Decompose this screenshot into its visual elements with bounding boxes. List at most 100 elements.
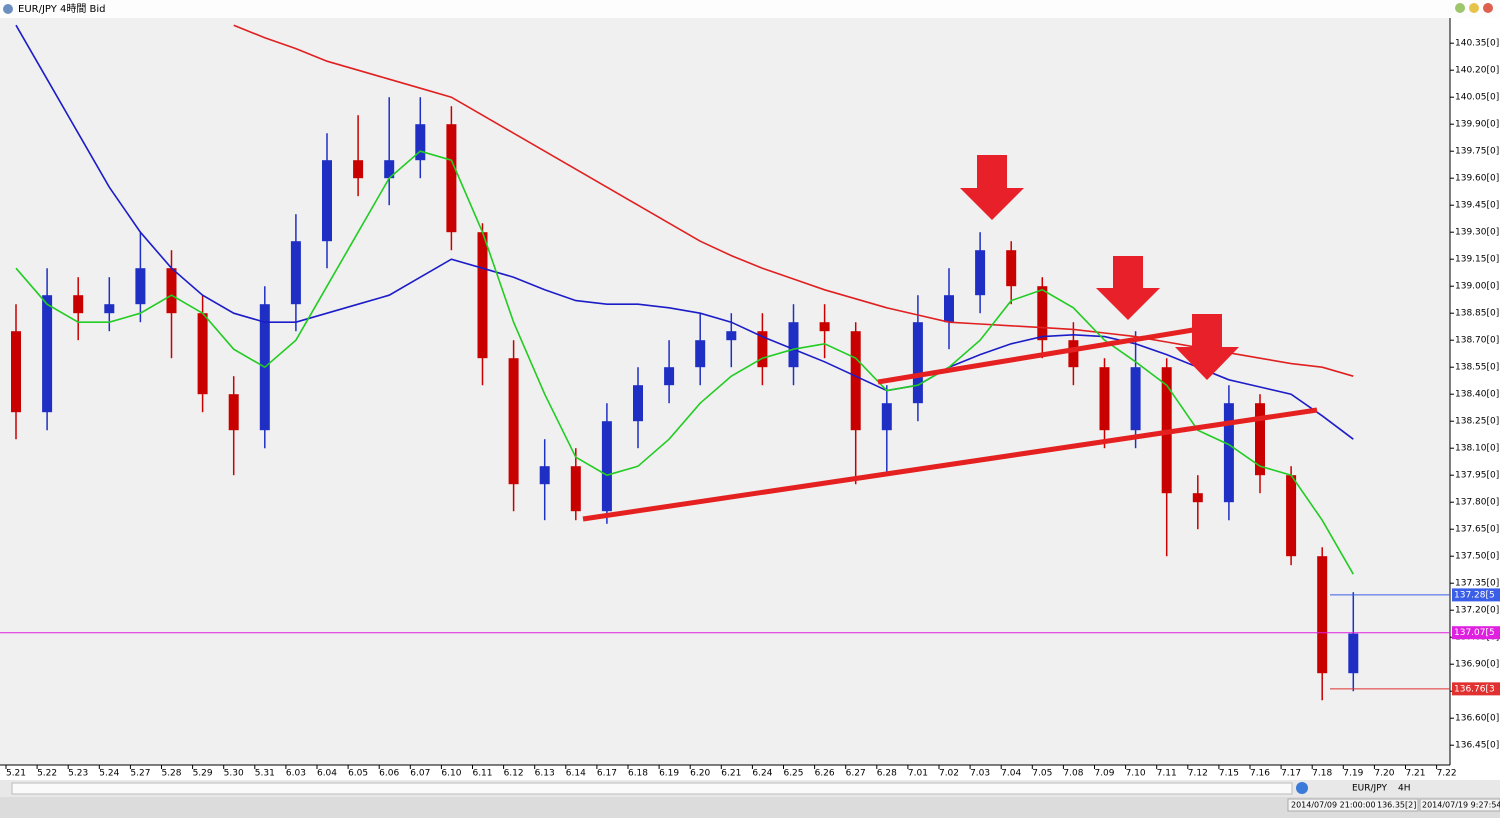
x-tick-label: 6.06 bbox=[379, 769, 399, 779]
candle-body bbox=[539, 466, 550, 485]
x-tick-label: 7.12 bbox=[1188, 769, 1208, 779]
candle-body bbox=[1223, 403, 1234, 503]
y-tick-label: 139.30[0] bbox=[1455, 228, 1499, 238]
status-clock: 2014/07/19 9:27:54 bbox=[1422, 801, 1500, 810]
status-bar-price: 136.35[2] bbox=[1377, 801, 1416, 810]
candle-body bbox=[322, 160, 332, 242]
candle-body bbox=[508, 358, 519, 485]
x-tick-label: 6.21 bbox=[721, 769, 741, 779]
plot-layer bbox=[11, 24, 1359, 701]
y-tick-label: 139.45[0] bbox=[1455, 201, 1499, 211]
x-tick-label: 6.24 bbox=[752, 769, 772, 779]
x-tick-label: 7.19 bbox=[1343, 769, 1363, 779]
toolbar-icon[interactable] bbox=[1296, 782, 1308, 794]
x-tick-label: 7.17 bbox=[1281, 769, 1301, 779]
y-tick-label: 137.20[0] bbox=[1455, 606, 1499, 616]
candle-body bbox=[944, 295, 954, 323]
y-tick-label: 139.15[0] bbox=[1455, 255, 1499, 265]
x-tick-label: 7.02 bbox=[939, 769, 959, 779]
y-tick-label: 136.60[0] bbox=[1455, 714, 1499, 724]
y-tick-label: 137.50[0] bbox=[1455, 552, 1499, 562]
candle-body bbox=[1255, 403, 1265, 476]
y-tick-label: 138.10[0] bbox=[1455, 444, 1499, 454]
x-tick-label: 6.17 bbox=[597, 769, 617, 779]
y-tick-label: 140.35[0] bbox=[1455, 39, 1499, 49]
arrow bbox=[960, 155, 1024, 220]
x-tick-label: 7.18 bbox=[1312, 769, 1332, 779]
candle-body bbox=[11, 331, 21, 413]
title-bar bbox=[0, 0, 1500, 18]
candle-body bbox=[881, 403, 892, 431]
y-tick-label: 137.80[0] bbox=[1455, 498, 1499, 508]
y-tick-label: 138.55[0] bbox=[1455, 363, 1499, 373]
scroll-track[interactable] bbox=[11, 782, 1293, 795]
timeframe-selector[interactable]: 4H bbox=[1398, 784, 1411, 794]
x-tick-label: 7.09 bbox=[1094, 769, 1114, 779]
x-tick-label: 6.20 bbox=[690, 769, 710, 779]
x-tick-label: 5.21 bbox=[6, 769, 26, 779]
y-tick-label: 137.65[0] bbox=[1455, 525, 1499, 535]
x-tick-label: 7.10 bbox=[1126, 769, 1146, 779]
x-tick-label: 6.25 bbox=[783, 769, 803, 779]
candle-body bbox=[42, 295, 53, 413]
x-tick-label: 7.16 bbox=[1250, 769, 1270, 779]
candle-body bbox=[1037, 286, 1048, 341]
x-tick-label: 6.12 bbox=[504, 769, 524, 779]
candle-body bbox=[73, 295, 84, 314]
candle-body bbox=[290, 241, 301, 305]
x-tick-label: 7.03 bbox=[970, 769, 990, 779]
x-tick-label: 6.18 bbox=[628, 769, 648, 779]
x-tick-label: 7.01 bbox=[908, 769, 928, 779]
price-tag bbox=[1452, 626, 1500, 640]
status-bar-time: 2014/07/09 21:00:00 bbox=[1291, 801, 1376, 810]
moving-average bbox=[15, 150, 1354, 575]
x-tick-label: 6.27 bbox=[846, 769, 866, 779]
x-tick-label: 6.07 bbox=[410, 769, 430, 779]
close-button[interactable] bbox=[1483, 3, 1493, 13]
candle-body bbox=[1068, 340, 1079, 368]
candle-body bbox=[104, 304, 115, 314]
maximize-button[interactable] bbox=[1469, 3, 1479, 13]
candle-body bbox=[415, 124, 426, 161]
candle-body bbox=[1317, 556, 1328, 674]
candle-body bbox=[601, 421, 612, 512]
minimize-button[interactable] bbox=[1455, 3, 1465, 13]
moving-average bbox=[233, 24, 1354, 377]
candle-body bbox=[1099, 367, 1110, 431]
candle-body bbox=[353, 160, 364, 179]
candle-body bbox=[788, 322, 799, 368]
candle-body bbox=[1192, 493, 1203, 503]
window-icon bbox=[3, 4, 13, 14]
x-tick-label: 6.11 bbox=[472, 769, 492, 779]
x-tick-label: 7.11 bbox=[1157, 769, 1177, 779]
candle-body bbox=[664, 367, 675, 386]
price-tag bbox=[1452, 588, 1500, 602]
x-tick-label: 5.30 bbox=[224, 769, 244, 779]
y-tick-label: 138.25[0] bbox=[1455, 417, 1499, 427]
y-tick-label: 138.85[0] bbox=[1455, 309, 1499, 319]
y-tick-label: 138.70[0] bbox=[1455, 336, 1499, 346]
x-tick-label: 7.04 bbox=[1001, 769, 1021, 779]
x-tick-label: 6.04 bbox=[317, 769, 337, 779]
symbol-selector[interactable]: EUR/JPY bbox=[1352, 784, 1387, 794]
candle-body bbox=[1286, 475, 1297, 557]
x-tick-label: 5.28 bbox=[161, 769, 181, 779]
y-tick-label: 136.90[0] bbox=[1455, 660, 1499, 670]
x-tick-label: 5.29 bbox=[193, 769, 213, 779]
candle-body bbox=[135, 268, 146, 305]
x-tick-label: 7.21 bbox=[1405, 769, 1425, 779]
x-tick-label: 7.15 bbox=[1219, 769, 1239, 779]
candle-body bbox=[819, 322, 830, 332]
y-tick-label: 140.05[0] bbox=[1455, 93, 1499, 103]
x-tick-label: 6.03 bbox=[286, 769, 306, 779]
candle-body bbox=[570, 466, 581, 512]
x-tick-label: 5.23 bbox=[68, 769, 88, 779]
candle-body bbox=[726, 331, 737, 341]
y-tick-label: 137.35[0] bbox=[1455, 579, 1499, 589]
x-tick-label: 7.22 bbox=[1437, 769, 1457, 779]
x-tick-label: 6.10 bbox=[441, 769, 461, 779]
plot-area bbox=[0, 18, 1450, 765]
y-tick-label: 139.00[0] bbox=[1455, 282, 1499, 292]
candle-body bbox=[912, 322, 923, 404]
